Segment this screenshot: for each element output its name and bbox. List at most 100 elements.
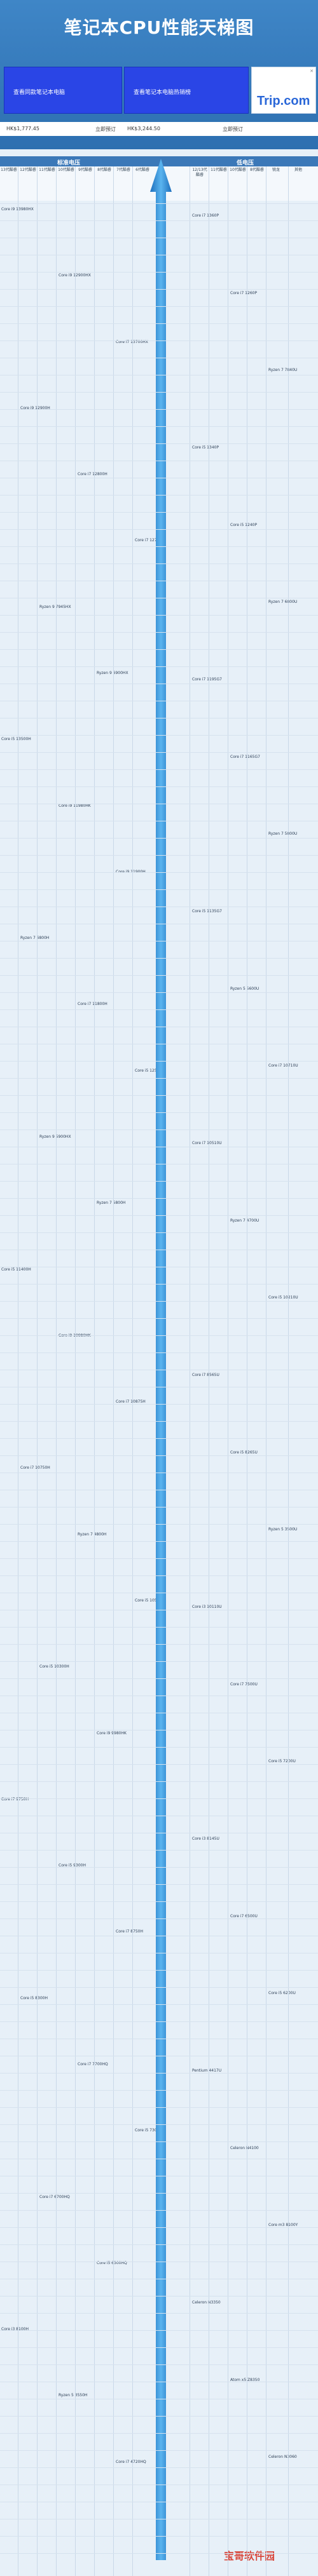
column-header-left-3: 10代酷睿 [58, 168, 74, 172]
row-divider [0, 1644, 318, 1645]
cpu-chip-standard: Core i9 13980HX [1, 207, 34, 212]
cpu-chip-standard: Core i5 12500H [135, 1068, 165, 1073]
row-divider [0, 735, 318, 736]
cpu-chip-standard: Ryzen 7 5800H [97, 1201, 126, 1206]
row-divider [0, 1524, 318, 1525]
row-divider [0, 2090, 318, 2091]
row-divider [0, 2210, 318, 2211]
cpu-chip-low-voltage: Celeron N3350 [192, 2300, 221, 2305]
cpu-chip-low-voltage: Core i5 1240P [230, 522, 258, 527]
cpu-chip-low-voltage: Core m3 8100Y [268, 2223, 298, 2228]
cpu-chip-standard: Core i9 12900H [20, 405, 50, 410]
row-divider [0, 2450, 318, 2451]
row-divider [0, 1301, 318, 1302]
column-header-right-3: 8代酷睿 [250, 168, 264, 172]
section-bar: 标准电压 低电压 [0, 156, 318, 166]
row-divider [0, 495, 318, 496]
column-divider [75, 166, 76, 2576]
cpu-chip-standard: Core i5 7300HQ [135, 2128, 165, 2133]
row-divider [0, 306, 318, 307]
row-divider [0, 2347, 318, 2348]
cpu-chip-standard: Core i9 12900HX [59, 273, 91, 278]
row-divider [0, 2553, 318, 2554]
row-divider [0, 1575, 318, 1576]
row-divider [0, 1850, 318, 1851]
cpu-chip-low-voltage: Core i5 6200U [268, 1991, 296, 1996]
row-divider [0, 1661, 318, 1662]
cpu-chip-standard: Core i5 8300H [20, 1995, 48, 2000]
column-header-left-7: 6代酷睿 [135, 168, 149, 172]
section-low: 低电压 [237, 160, 254, 166]
cpu-chip-low-voltage: Core i7 10510U [192, 1141, 222, 1145]
row-divider [0, 2330, 318, 2331]
column-header-right-4: 锐龙 [272, 168, 280, 172]
row-divider [0, 203, 318, 204]
performance-arrow [150, 159, 172, 2560]
cpu-chip-low-voltage: Ryzen 5 5600U [230, 986, 259, 991]
section-standard: 标准电压 [57, 160, 81, 166]
column-header-left-6: 7代酷睿 [116, 168, 130, 172]
row-divider [0, 1438, 318, 1439]
cpu-chip-low-voltage: Ryzen 7 6800U [268, 600, 298, 605]
row-divider [0, 1181, 318, 1182]
cpu-chip-standard: Core i7 11800H [78, 1002, 107, 1007]
price-1: HK$1,777.45 [6, 126, 39, 131]
close-icon[interactable]: ✕ [310, 69, 314, 74]
row-divider [0, 2416, 318, 2417]
cpu-chip-low-voltage: Core i7 7500U [230, 1682, 258, 1687]
row-divider [0, 889, 318, 890]
row-divider [0, 1541, 318, 1542]
ad-banner-left[interactable]: 查看同款笔记本电脑 [4, 67, 122, 114]
row-divider [0, 2536, 318, 2537]
row-divider [0, 563, 318, 564]
row-divider [0, 323, 318, 324]
column-header-right-5: 其他 [294, 168, 302, 172]
row-divider [0, 666, 318, 667]
row-divider [0, 2313, 318, 2314]
cpu-chip-standard: Core i9 11900H [116, 870, 146, 874]
row-divider [0, 1335, 318, 1336]
column-header-left-2: 11代酷睿 [39, 168, 55, 172]
cpu-chip-standard: Core i7 12800H [78, 472, 107, 477]
cpu-chip-low-voltage: Core i7 1360P [192, 213, 219, 218]
row-divider [0, 649, 318, 650]
cpu-chip-standard: Core i7 12700H [135, 538, 165, 543]
row-divider [0, 2141, 318, 2142]
cpu-chip-standard: Core i7 9750H [1, 1797, 29, 1802]
ad-banner-mid[interactable]: 查看笔记本电脑热销榜 [124, 67, 249, 114]
cpu-chip-standard: Core i7 4720HQ [116, 2459, 146, 2464]
cpu-chip-low-voltage: Core i3 8145U [192, 1837, 219, 1841]
cpu-chip-low-voltage: Ryzen 7 7840U [268, 368, 298, 373]
trip-logo[interactable]: Trip.com [257, 94, 310, 108]
cpu-chip-standard: Core i7 10750H [20, 1466, 50, 1471]
trip-ad[interactable]: ✕ Trip.com [251, 67, 316, 114]
row-divider [0, 2227, 318, 2228]
cpu-chip-low-voltage: Atom x5 Z8350 [230, 2377, 260, 2382]
row-divider [0, 2244, 318, 2245]
row-divider [0, 1284, 318, 1285]
book-link-2[interactable]: 立即预订 [223, 126, 243, 132]
column-header-right-0: 12/13代酷睿 [192, 168, 207, 177]
cpu-chip-standard: Core i5 10300H [39, 1664, 69, 1669]
cpu-chip-low-voltage: Core i7 1260P [230, 290, 258, 295]
row-divider [0, 2193, 318, 2194]
row-divider [0, 632, 318, 633]
cpu-chip-standard: Core i9 11980HK [59, 803, 91, 808]
column-divider [288, 166, 289, 2576]
cpu-chip-standard: Ryzen 5 3550H [59, 2393, 88, 2398]
ad-mid-text[interactable]: 查看笔记本电脑热销榜 [134, 90, 191, 96]
cpu-chip-low-voltage: Core i5 10210U [268, 1295, 298, 1300]
book-link-1[interactable]: 立即预订 [95, 126, 116, 132]
row-divider [0, 392, 318, 393]
cpu-chip-standard: Core i7 13700HX [116, 339, 148, 344]
watermark: 宝哥软件园 [224, 2550, 275, 2562]
row-divider [0, 752, 318, 753]
cpu-chip-low-voltage: Core i5 8265U [230, 1450, 258, 1455]
cpu-chip-standard: Ryzen 9 7945HX [39, 604, 71, 609]
row-divider [0, 958, 318, 959]
row-divider [0, 1404, 318, 1405]
cpu-chip-low-voltage: Core i3 10110U [192, 1605, 222, 1609]
page-title: 笔记本CPU性能天梯图 [64, 17, 254, 38]
ad-left-text[interactable]: 查看同款笔记本电脑 [13, 90, 66, 96]
row-divider [0, 529, 318, 530]
